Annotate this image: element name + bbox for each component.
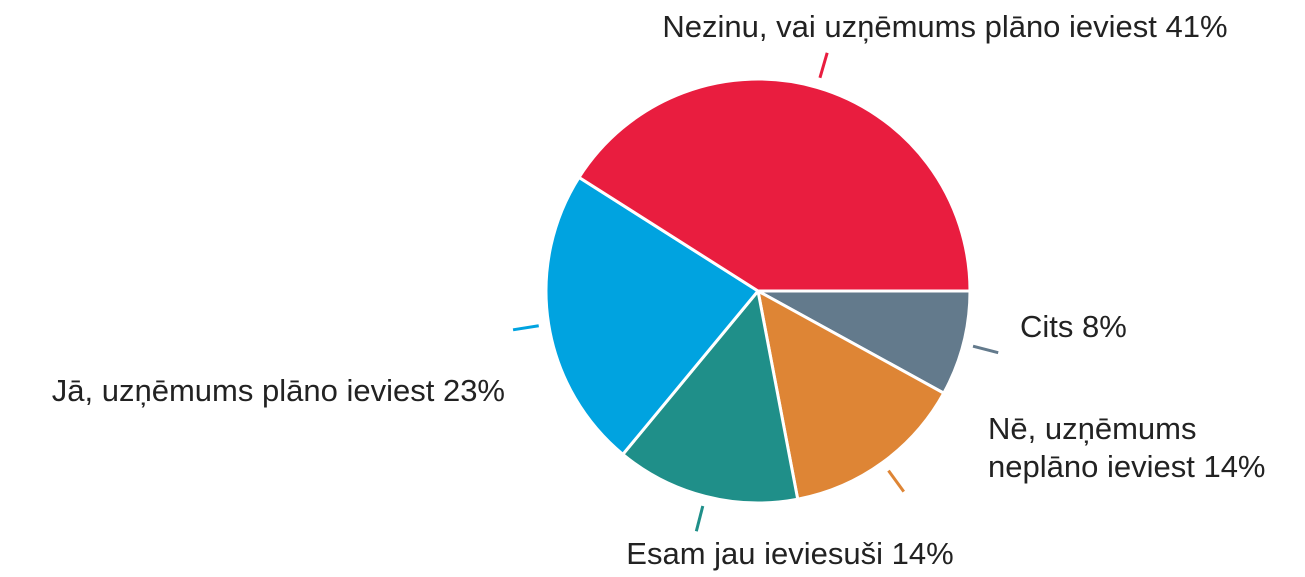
leader-line <box>818 52 829 79</box>
slice-label: Nē, uzņēmums neplāno ieviest 14% <box>988 410 1305 486</box>
category-label: Esam jau ieviesuši <box>626 536 884 571</box>
value-label: 8% <box>1082 309 1127 344</box>
slice-label: Esam jau ieviesuši 14% <box>590 535 990 573</box>
value-label: 14% <box>1203 449 1266 484</box>
slice-label: Jā, uzņēmums plāno ieviest 23% <box>5 372 505 410</box>
pie-slice <box>757 289 972 396</box>
leader-line <box>512 324 539 332</box>
pie-slice <box>544 175 761 457</box>
pie-slice <box>576 77 972 293</box>
leader-line <box>694 505 705 532</box>
value-label: 41% <box>1165 9 1228 44</box>
slice-label: Nezinu, vai uzņēmums plāno ieviest 41% <box>600 8 1290 46</box>
category-label: Nezinu, vai uzņēmums plāno ieviest <box>662 9 1157 44</box>
pie-slice <box>755 288 946 502</box>
leader-line <box>972 344 999 355</box>
value-label: 23% <box>442 373 505 408</box>
value-label: 14% <box>891 536 954 571</box>
leader-line <box>887 469 905 493</box>
slice-label: Cits 8% <box>1020 308 1220 346</box>
category-label: Nē, uzņēmums neplāno ieviest <box>988 411 1197 484</box>
category-label: Jā, uzņēmums plāno ieviest <box>51 373 435 408</box>
pie-slice <box>620 287 800 505</box>
category-label: Cits <box>1020 309 1074 344</box>
